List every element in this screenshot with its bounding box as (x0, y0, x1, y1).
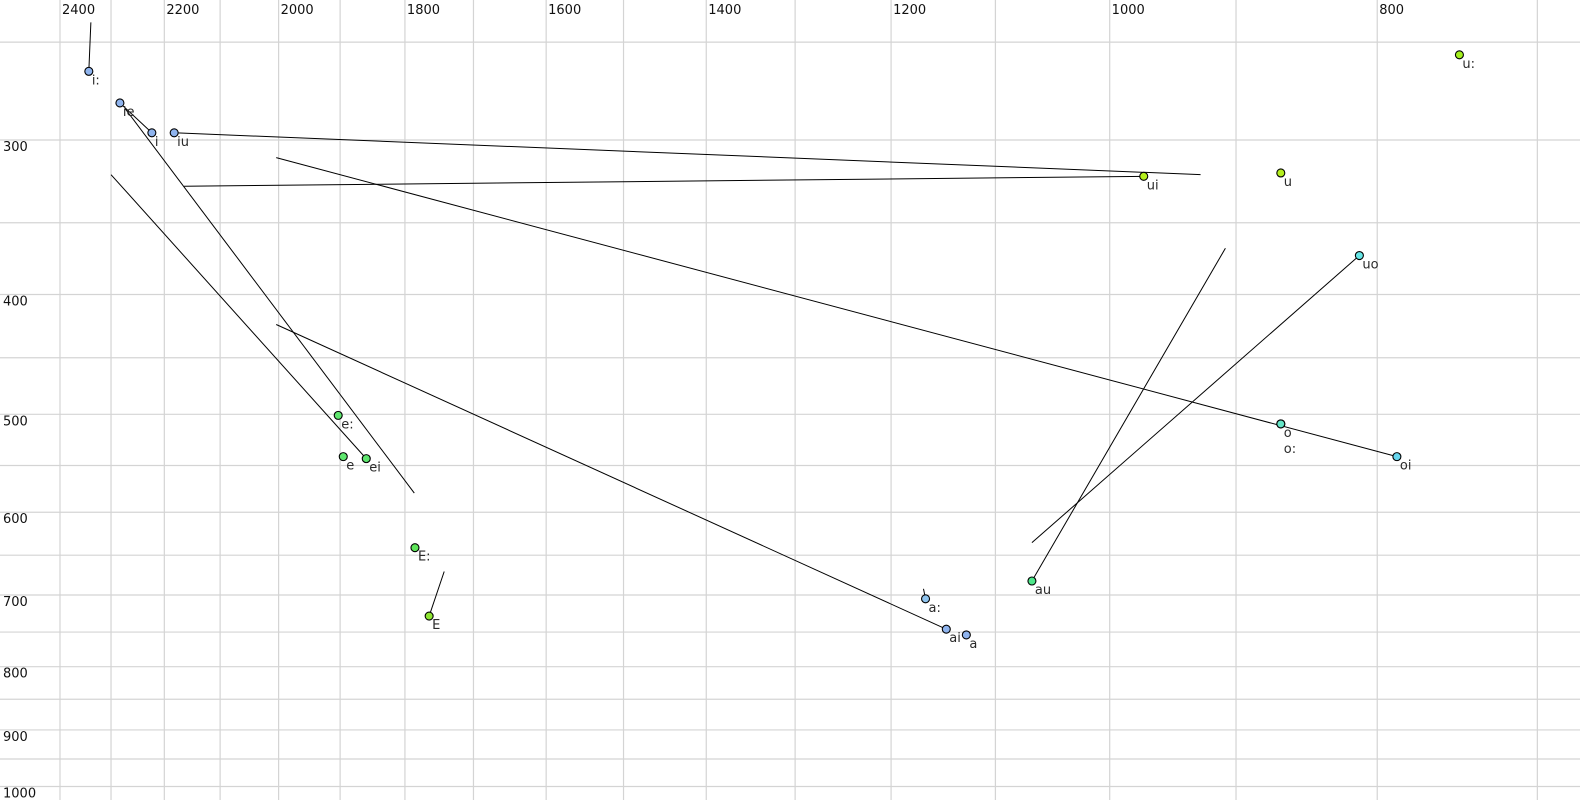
vowel-point (147, 128, 157, 138)
vowel-label: u: (1462, 57, 1475, 72)
vowel-point (115, 98, 125, 108)
trajectory-line (88, 22, 92, 72)
vowel-point (361, 454, 371, 464)
vowel-label: o (1284, 426, 1292, 441)
vowel-point (169, 128, 179, 138)
vowel-label: iu (177, 135, 189, 150)
y-tick-label: 800 (3, 667, 28, 682)
vowel-label: ui (1147, 178, 1159, 193)
trajectories (88, 22, 1398, 630)
vowel-point (941, 624, 951, 634)
y-tick-label: 1000 (3, 787, 36, 800)
vowel-label: ai (949, 631, 961, 646)
vowel-point (1392, 452, 1402, 462)
trajectory-line (276, 324, 947, 630)
y-tick-label: 300 (3, 140, 28, 155)
x-tick-label: 1000 (1112, 3, 1145, 18)
vowel-point (1276, 419, 1286, 429)
vowel-label: E: (418, 550, 431, 565)
vowel-label: e: (341, 417, 353, 432)
y-tick-label: 700 (3, 595, 28, 610)
vowel-point (333, 410, 343, 420)
trajectory-line (1031, 255, 1360, 544)
y-tick-label: 900 (3, 730, 28, 745)
vowel-point (410, 543, 420, 553)
x-tick-label: 2400 (62, 3, 95, 18)
x-tick-label: 800 (1379, 3, 1404, 18)
vowel-label: i: (92, 73, 100, 88)
vowel-label: u (1284, 175, 1292, 190)
vowel-point (1027, 576, 1037, 586)
vowel-point (920, 594, 931, 604)
vowel-label: o: (1284, 442, 1296, 457)
trajectory-line (428, 571, 445, 617)
vowel-point (424, 611, 434, 621)
vowel-label: au (1035, 583, 1051, 598)
x-tick-label: 2200 (166, 3, 199, 18)
vowel-point (1454, 50, 1464, 60)
vowel-label: i (155, 135, 159, 150)
vowel-label: ie (123, 105, 135, 120)
vowel-point (84, 66, 94, 76)
trajectory-line (1031, 247, 1226, 582)
vowel-point (1354, 250, 1364, 261)
vowel-label: a: (929, 601, 941, 616)
x-tick-label: 1400 (708, 3, 741, 18)
trajectory-line (110, 174, 367, 459)
trajectory-line (119, 102, 153, 134)
vowel-label: uo (1362, 258, 1378, 273)
vowel-point (1139, 171, 1149, 181)
vowel-label: oi (1400, 459, 1412, 474)
vowel-point (338, 452, 348, 462)
vowel-point (1276, 168, 1286, 178)
vowel-label: e (346, 459, 354, 474)
y-tick-label: 500 (3, 414, 28, 429)
x-tick-label: 1800 (407, 3, 440, 18)
vowel-label: a (969, 637, 977, 652)
x-tick-label: 1600 (548, 3, 581, 18)
trajectory-line (124, 108, 415, 494)
y-tick-label: 600 (3, 512, 28, 527)
vowel-label: E (432, 618, 440, 633)
data-points: i: ie i iu ui u u: uo oo: oi e: e ei E: Ea: ai a au (84, 50, 1475, 652)
vowel-label: ei (369, 461, 381, 476)
x-tick-label: 1200 (893, 3, 926, 18)
trajectory-line (174, 132, 1201, 176)
x-tick-label: 2000 (281, 3, 314, 18)
y-tick-label: 400 (3, 294, 28, 309)
trajectory-line (184, 175, 1144, 187)
trajectory-line (276, 157, 1398, 458)
tick-labels: 2400 2200 2000 1800 1600 1400 1200 1000 800 300 40… (3, 3, 1404, 800)
vowel-point (961, 630, 971, 640)
